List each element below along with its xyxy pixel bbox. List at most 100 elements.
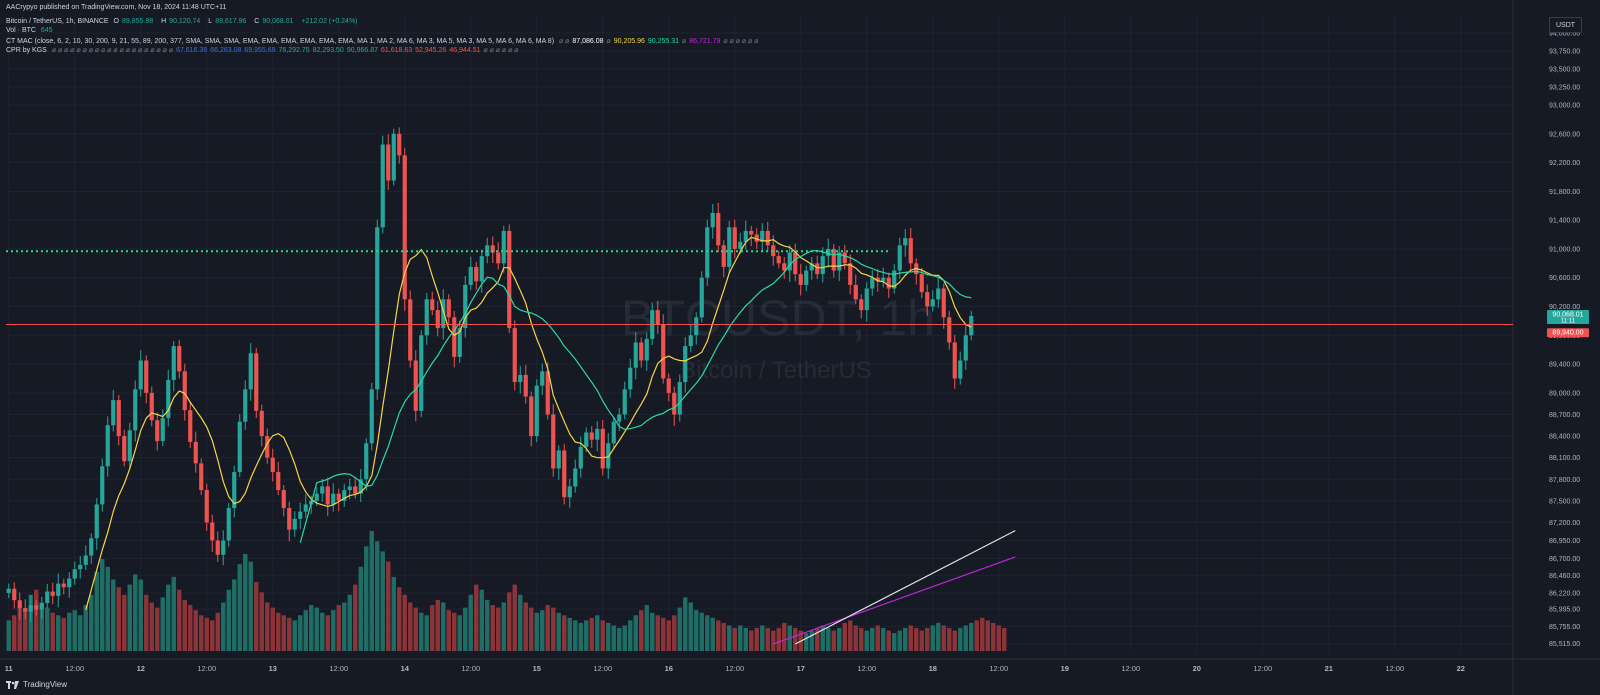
volume-bar [991,622,996,651]
candle-body [661,324,666,379]
volume-bar [512,584,517,651]
candle-body [221,540,226,555]
volume-bar [644,605,649,651]
volume-bar [980,617,985,651]
volume-bar [342,602,347,651]
volume-bar [12,615,17,651]
symbol-name[interactable]: Bitcoin / TetherUS, 1h, BINANCE [6,18,109,25]
y-axis-tick-label: 86,460.00 [1549,573,1580,580]
currency-selector[interactable]: USDT [1549,17,1582,33]
volume-bar [424,615,429,651]
volume-bar [820,625,825,651]
candle-body [72,569,77,579]
volume-bar [105,566,110,651]
candle-body [325,486,330,505]
candle-body [606,443,611,469]
candle-body [347,486,352,491]
volume-bar [1002,628,1007,651]
candle-body [243,389,248,422]
candle-body [666,378,671,393]
ct-mac-indicator-line[interactable]: CT MAC (close, 6, 2, 10, 30, 200, 9, 21,… [6,37,764,45]
volume-bar [177,589,182,651]
cpr-value-10: ⌀ ⌀ ⌀ ⌀ ⌀ ⌀ [483,47,519,54]
watermark-name: Bitcoin / TetherUS [680,357,872,384]
candle-body [402,155,407,300]
cpr-indicator-line[interactable]: CPR by KGS ⌀ ⌀ ⌀ ⌀ ⌀ ⌀ ⌀ ⌀ ⌀ ⌀ ⌀ ⌀ ⌀ ⌀ ⌀… [6,46,524,54]
volume-bar [501,602,506,651]
volume-bar [380,551,385,651]
volume-bar [259,592,264,651]
volume-bar [892,633,897,651]
symbol-info-line[interactable]: Bitcoin / TetherUS, 1h, BINANCE O 89,855.… [6,18,361,25]
x-axis-tick-label: 12:00 [65,664,84,673]
tradingview-footer[interactable]: TradingView [6,680,67,689]
candle-body [386,144,391,181]
y-axis-tick-label: 90,200.00 [1549,304,1580,311]
candle-body [364,443,369,480]
candle-body [562,450,567,498]
y-axis-tick-label: 86,950.00 [1549,538,1580,545]
price-label-countdown: 11:11 [1561,319,1576,325]
volume-bar [633,615,638,651]
candle-body [116,400,121,437]
volume-bar [705,615,710,651]
volume-bar [853,625,858,651]
volume-bar [298,615,303,651]
moving-average-line [795,530,1016,645]
candle-body [545,371,550,415]
volume-bar [23,610,28,651]
volume-bar [600,620,605,651]
volume-bar [969,622,974,651]
candle-body [727,227,732,267]
volume-bar [276,612,281,651]
volume-bar [221,602,226,651]
candle-body [430,299,435,311]
candle-body [34,605,39,610]
volume-bar [551,607,556,651]
volume-bar [545,605,550,651]
volume-bar [226,589,231,651]
y-axis-tick-label: 93,500.00 [1549,66,1580,73]
close-value: 90,068.01 [262,18,294,25]
volume-bar [375,541,380,651]
volume-indicator-line[interactable]: Vol · BTC 645 [6,27,56,34]
volume-bar [248,561,253,651]
volume-bar [67,612,72,651]
cpr-value-8: 52,945.26 [415,47,447,54]
volume-bar [584,620,589,651]
volume-bar [364,546,369,651]
y-axis-tick-label: 88,100.00 [1549,455,1580,462]
candle-body [540,371,545,386]
candle-body [314,493,319,501]
candle-body [617,414,622,422]
candle-body [100,466,105,505]
candle-body [710,212,715,228]
candle-body [61,583,66,588]
candle-body [969,316,974,336]
volume-bar [215,612,220,651]
candle-body [875,277,880,282]
volume-bar [765,628,770,651]
candle-body [424,299,429,336]
candle-body [859,299,864,311]
high-label: H [161,18,167,25]
candle-body [886,277,891,289]
candle-body [963,335,968,361]
candle-body [232,472,237,509]
volume-bar [914,628,919,651]
candle-body [474,266,479,282]
volume-bar [347,594,352,651]
volume-bar [837,628,842,651]
volume-bar [83,605,88,651]
candle-body [694,317,699,336]
x-axis-tick-label: 12:00 [1121,664,1140,673]
candle-body [342,490,347,501]
candle-body [94,504,99,539]
candle-body [683,346,688,383]
candle-body [787,252,792,271]
candle-body [78,564,83,570]
volume-bar [694,610,699,651]
x-axis-tick-label: 12:00 [989,664,1008,673]
